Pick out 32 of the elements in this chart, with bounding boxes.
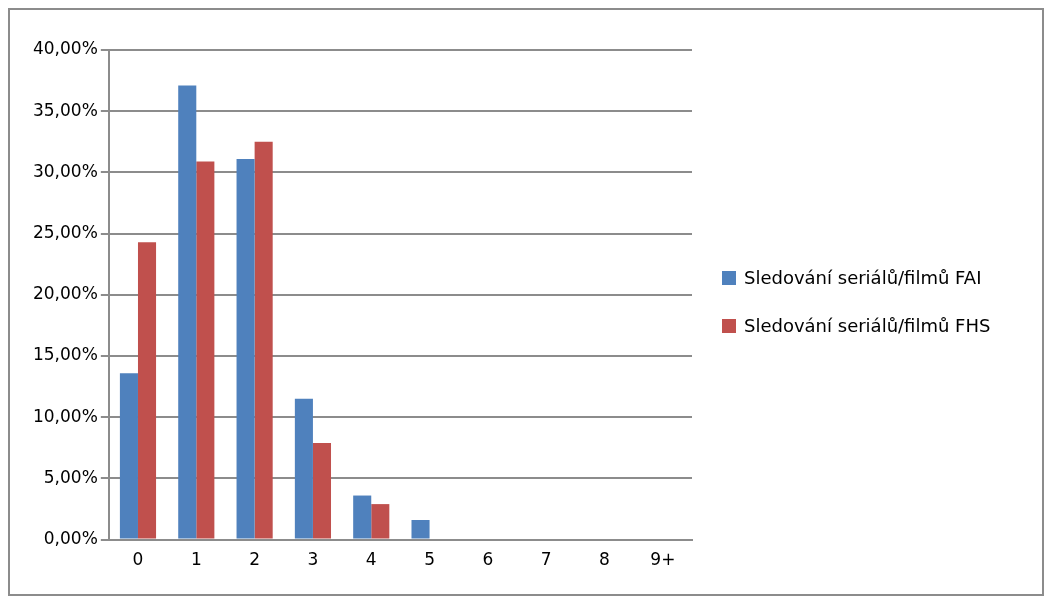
x-tick-label: 5 — [424, 549, 435, 570]
y-tick-label: 15,00% — [32, 344, 98, 365]
bar — [178, 85, 197, 539]
bar — [119, 373, 138, 539]
legend-label: Sledování seriálů/filmů FAI — [744, 266, 983, 290]
y-tick-label: 20,00% — [32, 283, 98, 304]
x-tick-label: 7 — [540, 549, 552, 570]
bar — [312, 442, 332, 539]
x-tick-label: 2 — [249, 549, 261, 570]
y-tick-label: 0,00% — [43, 528, 98, 549]
bar — [254, 141, 273, 539]
y-tick-label: 5,00% — [43, 466, 98, 487]
x-tick-label: 1 — [190, 549, 202, 570]
x-tick-label: 4 — [365, 549, 377, 570]
bar — [294, 398, 313, 539]
y-tick-label: 35,00% — [32, 99, 98, 120]
x-tick-label: 3 — [307, 549, 319, 570]
legend-label: Sledování seriálů/filmů FHS — [744, 314, 992, 338]
x-tick-label: 0 — [132, 549, 144, 570]
x-tick-label: 9+ — [650, 549, 676, 570]
x-tick-label: 6 — [482, 549, 494, 570]
bar — [353, 495, 372, 539]
bar — [411, 520, 430, 539]
bar — [236, 158, 255, 539]
y-tick-label: 30,00% — [32, 160, 98, 181]
y-tick-label: 25,00% — [32, 222, 98, 243]
bar — [137, 242, 157, 539]
y-tick-label: 10,00% — [32, 405, 98, 426]
bar — [196, 161, 215, 539]
bar — [371, 504, 390, 539]
x-tick-label: 8 — [599, 549, 610, 570]
y-tick-label: 40,00% — [32, 38, 98, 59]
